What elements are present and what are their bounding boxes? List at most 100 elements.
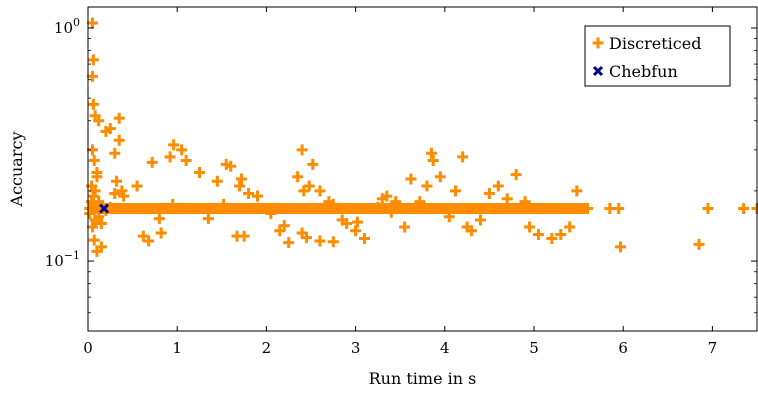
discreticed-point — [577, 203, 589, 215]
discreticed-point — [153, 213, 165, 225]
discreticed-point — [95, 217, 107, 229]
discreticed-point — [738, 203, 750, 215]
discreticed-point — [86, 70, 98, 82]
discreticed-point — [89, 185, 101, 197]
legend-label-discreticed: Discreticed — [609, 34, 701, 53]
discreticed-point — [87, 54, 99, 66]
legend-marker-chebfun — [592, 65, 604, 77]
discreticed-point — [372, 201, 384, 213]
discreticed-point — [116, 185, 128, 197]
discreticed-point — [327, 236, 339, 248]
discreticed-point — [176, 144, 188, 156]
discreticed-point — [84, 207, 96, 219]
discreticed-point — [211, 175, 223, 187]
discreticed-point — [104, 123, 116, 135]
legend-marker-discreticed — [592, 37, 604, 49]
discreticed-point — [131, 180, 143, 192]
discreticed-point — [93, 196, 105, 208]
discreticed-point — [359, 232, 371, 244]
discreticed-point — [235, 173, 247, 185]
discreticed-point — [113, 134, 125, 146]
discreticed-point — [113, 112, 125, 124]
discreticed-point — [91, 245, 103, 257]
chebfun-point — [98, 203, 110, 214]
discreticed-point — [434, 171, 446, 183]
discreticed-point — [86, 17, 98, 29]
discreticed-point — [474, 214, 486, 226]
discreticed-point — [314, 185, 326, 197]
discreticed-point — [86, 221, 98, 233]
x-tick-label: 0 — [83, 339, 93, 357]
x-tick-label: 1 — [172, 339, 182, 357]
discreticed-point — [180, 155, 192, 167]
discreticed-point — [510, 169, 522, 181]
discreticed-point — [327, 198, 339, 210]
discreticed-point — [87, 98, 99, 110]
discreticed-point — [571, 185, 583, 197]
discreticed-point — [702, 203, 714, 215]
legend-plus-icon — [592, 37, 604, 49]
discreticed-point — [292, 171, 304, 183]
discreticed-point — [251, 190, 263, 202]
discreticed-point — [234, 180, 246, 192]
discreticed-point — [118, 190, 130, 202]
discreticed-point — [414, 196, 426, 208]
discreticed-point — [278, 220, 290, 232]
discreticed-point — [238, 230, 250, 242]
discreticed-point — [243, 187, 255, 199]
discreticed-point — [109, 147, 121, 159]
discreticed-point — [314, 235, 326, 247]
discreticed-point — [296, 144, 308, 156]
discreticed-point — [501, 193, 513, 205]
x-tick-label: 6 — [618, 339, 628, 357]
y-axis-label: Accuarcy — [7, 132, 26, 208]
legend-label-chebfun: Chebfun — [609, 62, 678, 81]
discreticed-point — [168, 139, 180, 151]
chart-marks — [84, 17, 758, 257]
discreticed-point — [143, 235, 155, 247]
discreticed-point — [466, 225, 478, 237]
discreticed-point — [457, 151, 469, 163]
discreticed-point — [146, 156, 158, 168]
discreticed-point — [218, 198, 230, 210]
discreticed-point — [155, 227, 167, 239]
discreticed-point — [301, 232, 313, 244]
discreticed-point — [546, 232, 558, 244]
discreticed-point — [225, 160, 237, 172]
plot-frame — [87, 6, 758, 332]
y-tick-label: 10−1 — [45, 249, 80, 270]
discreticed-point — [613, 203, 625, 215]
discreticed-point — [111, 175, 123, 187]
discreticed-point — [693, 238, 705, 250]
discreticed-point — [164, 151, 176, 163]
discreticed-point — [390, 196, 402, 208]
discreticed-point — [202, 213, 214, 225]
discreticed-point — [425, 147, 437, 159]
discreticed-point — [109, 187, 121, 199]
discreticed-point — [492, 180, 504, 192]
discreticed-point — [265, 207, 277, 219]
discreticed-point — [532, 229, 544, 241]
discreticed-point — [303, 180, 315, 192]
discreticed-point — [615, 241, 627, 253]
discreticed-point — [519, 196, 531, 208]
discreticed-point — [88, 155, 100, 167]
discreticed-point — [421, 180, 433, 192]
axes: 0 1 2 3 4 5 6 7 10−1 100 — [45, 7, 757, 357]
y-tick-label: 100 — [54, 16, 80, 37]
discreticed-point — [87, 190, 99, 202]
legend-box — [584, 25, 731, 87]
discreticed-point — [93, 211, 105, 223]
discreticed-point — [427, 155, 439, 167]
x-axis-label: Run time in s — [369, 369, 477, 388]
discreticed-point — [351, 216, 363, 228]
legend: Discreticed Chebfun — [584, 25, 731, 87]
x-tick-label: 5 — [529, 339, 539, 357]
discreticed-point — [194, 166, 205, 178]
discreticed-point — [385, 206, 397, 218]
discreticed-point — [91, 171, 103, 183]
discreticed-point — [93, 115, 105, 127]
legend-x-icon — [592, 65, 604, 77]
discreticed-point — [307, 158, 319, 170]
